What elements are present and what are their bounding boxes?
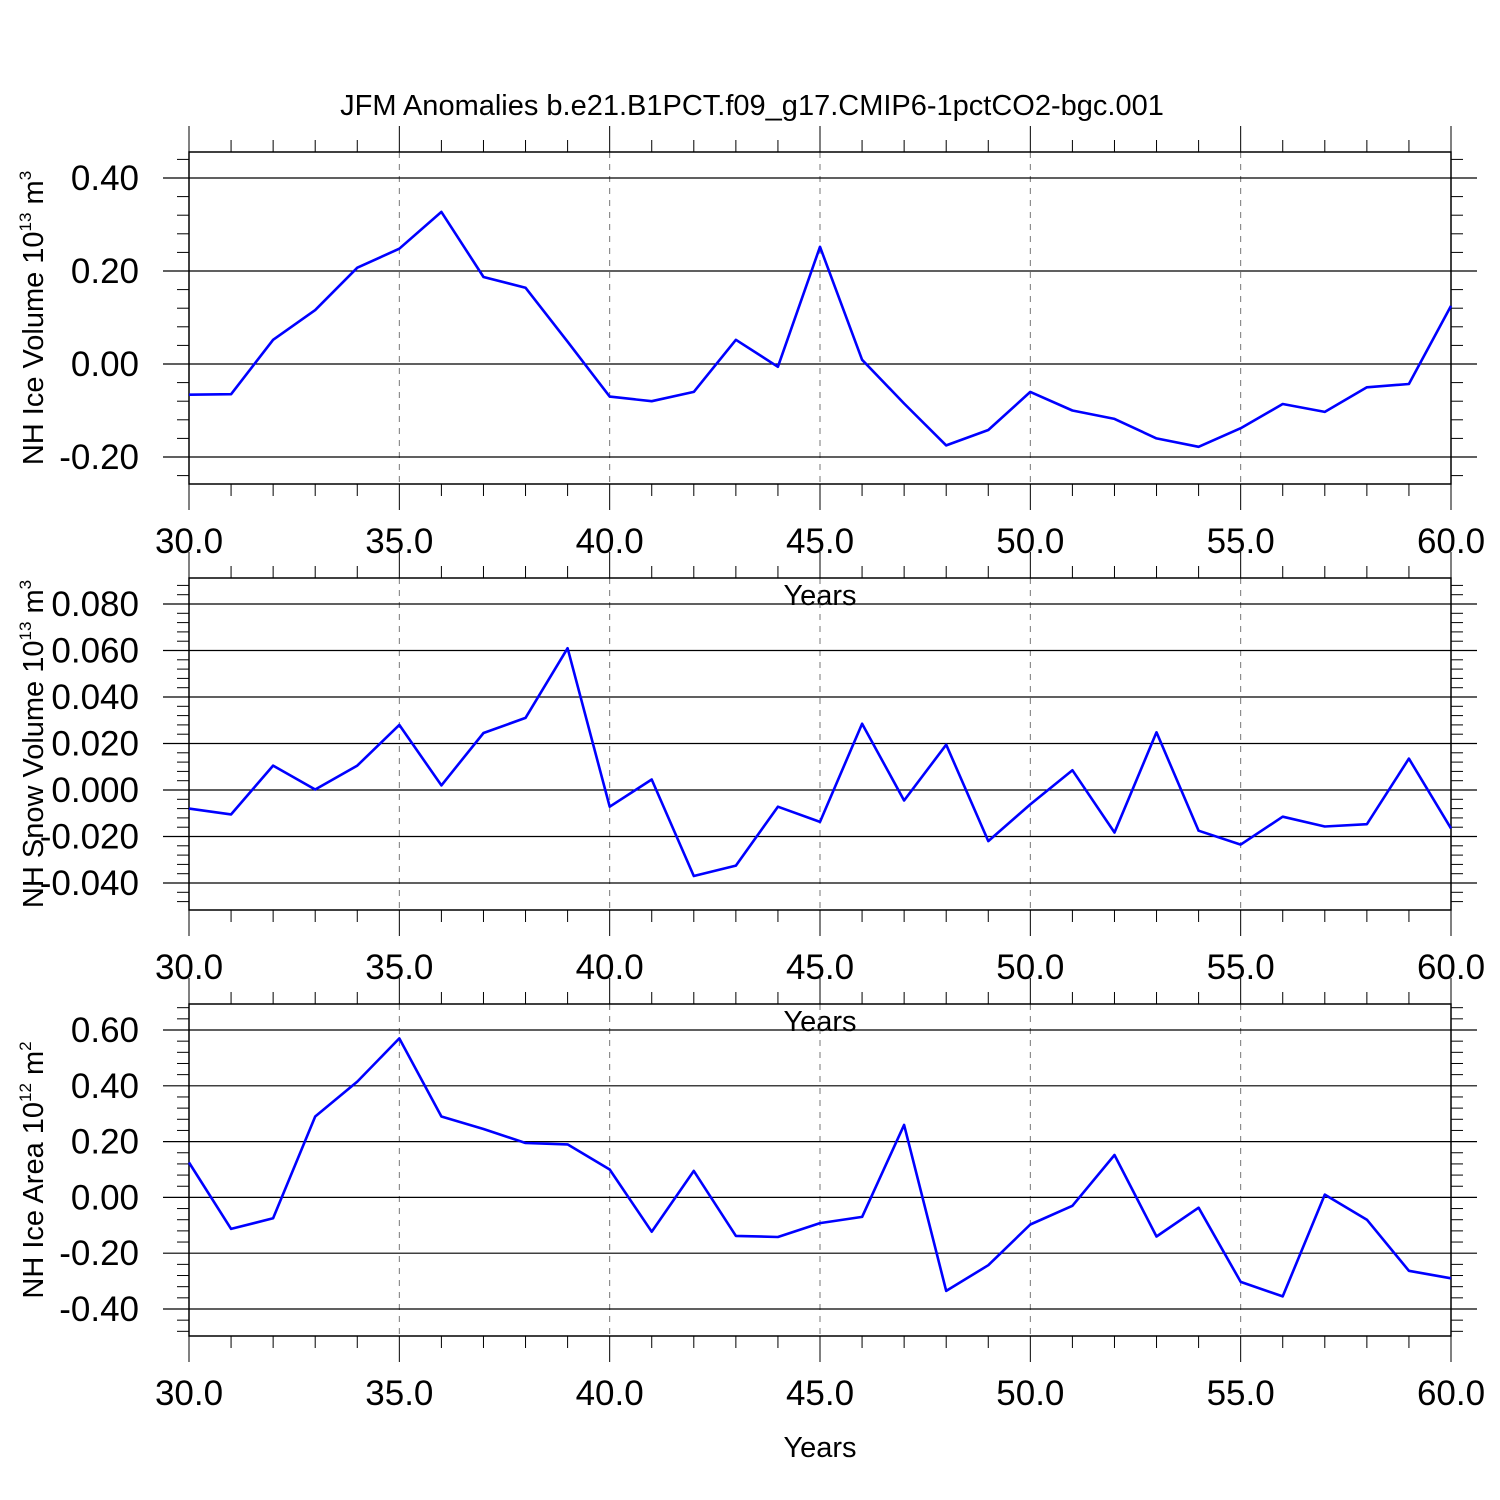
x-tick-label: 55.0 — [1207, 1374, 1275, 1413]
y-tick-label: 0.40 — [71, 159, 139, 198]
y-tick-label: 0.000 — [51, 771, 139, 810]
y-axis-label: NH Ice Area 1012 m2 — [16, 1041, 50, 1298]
x-tick-label: 50.0 — [996, 1374, 1064, 1413]
y-axis-label: NH Ice Volume 1013 m3 — [16, 171, 50, 465]
y-tick-label: 0.00 — [71, 1178, 139, 1217]
y-tick-label: 0.040 — [51, 678, 139, 717]
x-tick-label: 35.0 — [365, 1374, 433, 1413]
x-tick-label: 45.0 — [786, 1374, 854, 1413]
y-axis-label: NH Snow Volume 1013 m3 — [16, 580, 50, 908]
series-line — [187, 1037, 1452, 1298]
y-tick-label: -0.40 — [59, 1290, 139, 1329]
panel-2: -0.040-0.0200.0000.0200.0400.0600.08030.… — [16, 552, 1485, 1038]
y-tick-label: 0.60 — [71, 1011, 139, 1050]
x-tick-label: 60.0 — [1417, 1374, 1485, 1413]
panel-3: -0.40 -0.20 0.00 0.20 0.40 0.60 30.0 35.0 40.0 45… — [16, 978, 1485, 1464]
chart-title: JFM Anomalies b.e21.B1PCT.f09_g17.CMIP6-… — [340, 90, 1164, 122]
y-tick-label: 0.080 — [51, 585, 139, 624]
series-line — [188, 210, 1453, 449]
x-axis-label: Years — [783, 1432, 856, 1464]
series-line — [188, 646, 1453, 878]
x-tick-label: 40.0 — [576, 1374, 644, 1413]
y-tick-label: -0.020 — [40, 818, 139, 857]
x-tick-label: 30.0 — [155, 1374, 223, 1413]
y-tick-label: 0.40 — [71, 1067, 139, 1106]
y-tick-label: -0.20 — [59, 1234, 139, 1273]
y-tick-label: 0.020 — [51, 725, 139, 764]
y-tick-label: -0.040 — [40, 864, 139, 903]
y-tick-label: 0.060 — [51, 632, 139, 671]
y-tick-label: 0.00 — [71, 345, 139, 384]
y-tick-label: 0.20 — [71, 1123, 139, 1162]
y-tick-label: -0.20 — [59, 438, 139, 477]
y-tick-label: 0.20 — [71, 252, 139, 291]
